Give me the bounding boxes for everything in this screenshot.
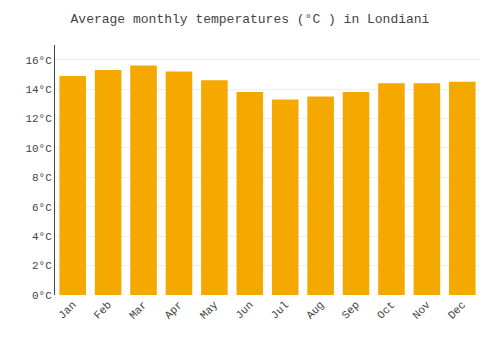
svg-text:6°C: 6°C	[32, 202, 52, 214]
svg-text:14°C: 14°C	[25, 84, 52, 96]
svg-text:Jun: Jun	[233, 299, 255, 321]
svg-text:10°C: 10°C	[25, 143, 52, 155]
svg-text:Oct: Oct	[375, 299, 397, 321]
svg-text:Jul: Jul	[269, 299, 291, 321]
svg-text:4°C: 4°C	[32, 231, 52, 243]
svg-text:Nov: Nov	[410, 299, 433, 322]
svg-text:Apr: Apr	[162, 299, 184, 321]
svg-text:Average monthly temperatures (: Average monthly temperatures (°C ) in Lo…	[71, 12, 430, 27]
svg-text:Mar: Mar	[127, 299, 149, 321]
svg-text:Feb: Feb	[92, 299, 114, 321]
svg-text:16°C: 16°C	[25, 55, 52, 67]
svg-text:May: May	[198, 299, 221, 322]
svg-text:Aug: Aug	[304, 299, 326, 321]
svg-text:12°C: 12°C	[25, 113, 52, 125]
svg-text:Sep: Sep	[340, 299, 362, 321]
svg-text:0°C: 0°C	[32, 290, 52, 302]
svg-text:Jan: Jan	[56, 299, 78, 321]
svg-text:Dec: Dec	[446, 299, 468, 321]
svg-text:2°C: 2°C	[32, 260, 52, 272]
svg-text:8°C: 8°C	[32, 172, 52, 184]
